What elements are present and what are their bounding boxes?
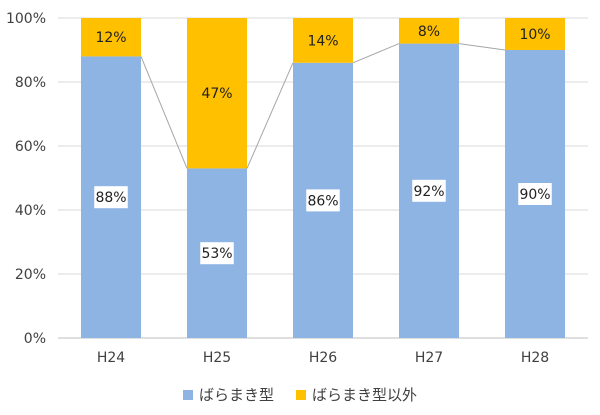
data-label-box [200,242,234,265]
legend-label: ばらまき型 [199,386,274,404]
data-label-H28-series-0: 90% [518,183,552,205]
y-tick-label: 20% [15,267,46,283]
bar-segment-H26-series-1 [293,18,353,63]
series-line [458,43,506,51]
data-label-text: 90% [519,187,550,203]
legend: ばらまき型 ばらまき型以外 [183,386,417,404]
x-axis: H24 H25 H26 H27 H28 [97,350,549,366]
bar-segment-H25-series-1 [187,18,247,169]
legend-swatch [296,390,306,400]
data-labels: 88% 12% 53% 47% 86% 14% 92% 8% 90% 10% [94,24,552,265]
y-tick-label: 0% [24,331,46,347]
data-label-text: 8% [418,24,440,40]
y-tick-label: 60% [15,139,46,155]
data-label-H27-series-1: 8% [418,24,440,40]
data-label-text: 86% [307,193,338,209]
x-tick-label: H24 [97,350,125,366]
y-tick-label: 80% [15,75,46,91]
series-line [140,56,188,169]
x-tick-label: H25 [203,350,231,366]
x-tick-label: H27 [415,350,443,366]
data-label-text: 47% [201,86,232,102]
data-label-H24-series-1: 12% [95,30,126,46]
data-label-text: 92% [413,184,444,200]
x-tick-label: H28 [521,350,549,366]
data-label-box [518,183,552,205]
legend-item-1: ばらまき型以外 [296,386,417,404]
bar-segment-H28-series-1 [505,18,565,50]
legend-item-0: ばらまき型 [183,386,274,404]
data-label-box [412,179,446,202]
bar-segment-H27-series-1 [399,18,459,44]
data-label-box [94,186,128,209]
series-lines [140,43,506,169]
data-label-box [306,189,340,212]
bar-segment-H24-series-1 [81,18,141,57]
y-axis: 0% 20% 40% 60% 80% 100% [6,11,46,347]
legend-swatch [183,390,193,400]
data-label-H24-series-0: 88% [94,186,128,209]
x-tick-label: H26 [309,350,337,366]
y-tick-label: 100% [6,11,46,27]
data-label-text: 53% [201,246,232,262]
data-label-text: 12% [95,30,126,46]
data-label-H26-series-1: 14% [307,33,338,49]
data-label-text: 10% [519,27,550,43]
legend-label: ばらまき型以外 [312,386,417,404]
data-label-H25-series-0: 53% [200,242,234,265]
data-label-H25-series-1: 47% [201,86,232,102]
data-label-H28-series-1: 10% [519,27,550,43]
series-line [246,62,294,169]
series-line [352,43,400,64]
data-label-H27-series-0: 92% [412,179,446,202]
data-label-H26-series-0: 86% [306,189,340,212]
bars [81,18,565,339]
data-label-text: 88% [95,190,126,206]
y-tick-label: 40% [15,203,46,219]
data-label-text: 14% [307,33,338,49]
